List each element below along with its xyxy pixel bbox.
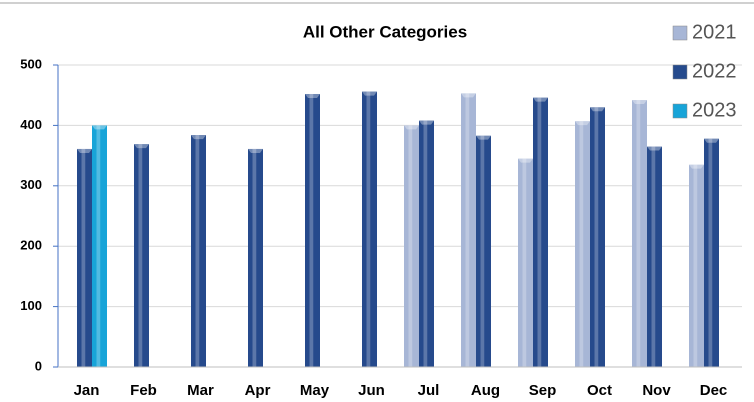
x-tick-label: Mar	[187, 382, 214, 399]
bar-top	[704, 138, 719, 143]
bar-shine	[252, 148, 257, 367]
bar-top	[632, 100, 647, 105]
legend-label: 2023	[692, 99, 737, 121]
x-tick-label: Sep	[529, 382, 557, 399]
legend-label: 2022	[692, 60, 737, 82]
x-tick-label: Apr	[245, 382, 271, 399]
y-tick-label: 400	[20, 117, 42, 132]
bar-top	[362, 91, 377, 96]
bar-shine	[537, 97, 542, 367]
bar-top	[476, 135, 491, 140]
y-tick-label: 0	[35, 358, 42, 373]
bar	[404, 125, 419, 368]
bar	[362, 91, 377, 368]
bar	[461, 93, 476, 367]
bar-top	[404, 125, 419, 130]
chart-title: All Other Categories	[303, 22, 467, 41]
x-tick-label: Dec	[700, 382, 728, 399]
bar-shine	[522, 158, 527, 367]
bar-top	[461, 93, 476, 98]
bar-shine	[366, 91, 371, 368]
bar-shine	[195, 135, 200, 367]
bar-top	[518, 158, 533, 163]
bar-shine	[480, 135, 485, 367]
bar-top	[191, 135, 206, 140]
x-tick-label: May	[300, 382, 330, 399]
x-tick-label: Aug	[471, 382, 500, 399]
bar	[647, 146, 662, 367]
bar-top	[575, 121, 590, 126]
legend-swatch	[672, 64, 688, 80]
bar-shine	[423, 120, 428, 368]
bar	[533, 97, 548, 367]
bar	[704, 138, 719, 367]
x-tick-label: Jan	[74, 382, 100, 399]
bar-top	[689, 164, 704, 169]
bar-shine	[693, 164, 698, 367]
y-tick-label: 300	[20, 177, 42, 192]
bar	[632, 100, 647, 368]
bar-top	[134, 144, 149, 149]
bar	[92, 125, 107, 368]
bar-top	[533, 97, 548, 102]
bar	[518, 158, 533, 367]
y-tick-label: 100	[20, 298, 42, 313]
bar-shine	[651, 146, 656, 367]
x-tick-label: Feb	[130, 382, 157, 399]
bar-top	[590, 107, 605, 112]
bar	[77, 148, 92, 367]
bar	[134, 144, 149, 367]
x-tick-label: Oct	[587, 382, 612, 399]
bar-shine	[309, 93, 314, 367]
bar	[590, 107, 605, 367]
bar-top	[305, 93, 320, 98]
x-tick-label: Nov	[642, 382, 671, 399]
legend-label: 2021	[692, 21, 737, 43]
bar-top	[248, 148, 263, 153]
y-tick-label: 200	[20, 238, 42, 253]
bar-top	[419, 120, 434, 125]
bar-shine	[408, 125, 413, 368]
bar	[191, 135, 206, 367]
x-tick-label: Jul	[418, 382, 440, 399]
bar-shine	[465, 93, 470, 367]
bar-top	[92, 125, 107, 130]
y-tick-label: 500	[20, 56, 42, 71]
bar-shine	[96, 125, 101, 368]
bar-shine	[138, 144, 143, 367]
bar-shine	[579, 121, 584, 367]
legend-swatch	[672, 25, 688, 41]
bar-top	[647, 146, 662, 151]
bar	[476, 135, 491, 367]
bar	[248, 148, 263, 367]
bar-shine	[708, 138, 713, 367]
bar	[575, 121, 590, 367]
legend-swatch	[672, 103, 688, 119]
bar	[305, 93, 320, 367]
bar	[419, 120, 434, 368]
bar-top	[77, 148, 92, 153]
x-tick-label: Jun	[358, 382, 385, 399]
bar-shine	[636, 100, 641, 368]
bar	[689, 164, 704, 367]
bar-shine	[81, 148, 86, 367]
bar-shine	[594, 107, 599, 367]
